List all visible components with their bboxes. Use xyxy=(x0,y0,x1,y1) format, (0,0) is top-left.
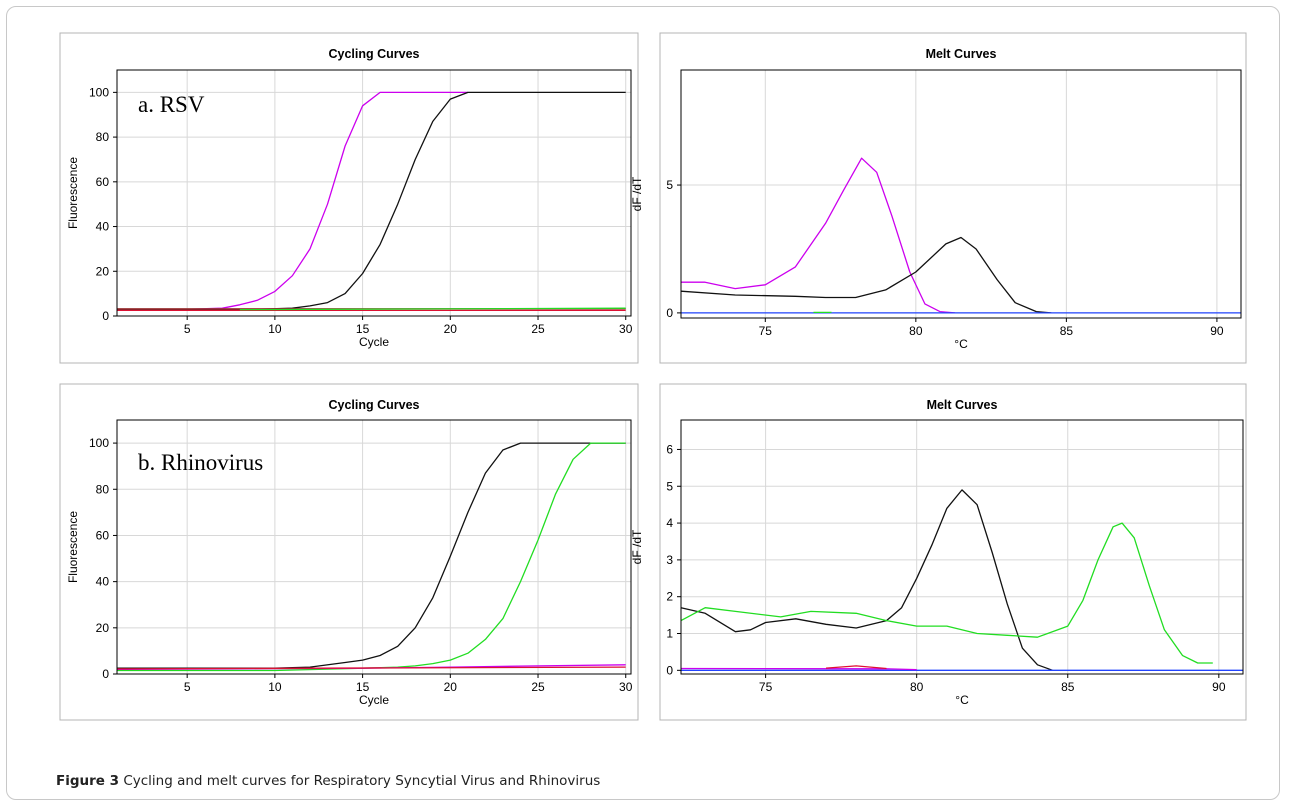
plot-border-0 xyxy=(116,69,632,317)
y-tick-label: 0 xyxy=(102,667,109,681)
plot-area-1 xyxy=(681,70,1241,318)
y-tick-label: 40 xyxy=(96,220,110,234)
plot-area-0 xyxy=(117,70,631,316)
chart-title: Cycling Curves xyxy=(328,398,419,412)
y-tick-label: 5 xyxy=(666,479,673,493)
x-tick-label: 15 xyxy=(356,680,370,694)
x-tick-label: 80 xyxy=(910,680,924,694)
y-tick-label: 5 xyxy=(666,178,673,192)
plot-area-2 xyxy=(117,420,631,674)
x-tick-label: 85 xyxy=(1061,680,1075,694)
plot-border-3 xyxy=(680,419,1244,675)
plot-area-3 xyxy=(681,420,1243,674)
figure-frame xyxy=(6,6,1280,800)
series-line-red xyxy=(116,666,626,670)
y-tick-label: 0 xyxy=(666,306,673,320)
x-tick-label: 90 xyxy=(1212,680,1226,694)
x-tick-label: 10 xyxy=(268,680,282,694)
chart-title: Cycling Curves xyxy=(328,47,419,61)
y-tick-label: 80 xyxy=(96,482,110,496)
plot-border-2 xyxy=(116,419,632,675)
series-line-red xyxy=(825,665,887,670)
series-line-black xyxy=(680,236,1052,314)
series-line-black xyxy=(680,489,1053,671)
x-tick-label: 85 xyxy=(1060,324,1074,338)
x-axis-label: °C xyxy=(954,337,968,351)
x-tick-label: 90 xyxy=(1210,324,1224,338)
y-tick-label: 40 xyxy=(96,575,110,589)
y-axis-label: dF /dT xyxy=(630,529,644,564)
y-axis-label: Fluorescence xyxy=(66,511,80,583)
x-tick-label: 75 xyxy=(759,680,773,694)
x-axis-label: Cycle xyxy=(359,335,389,349)
x-tick-label: 5 xyxy=(184,680,191,694)
x-tick-label: 30 xyxy=(619,322,633,336)
y-tick-label: 80 xyxy=(96,130,110,144)
y-tick-label: 100 xyxy=(89,436,109,450)
x-tick-label: 30 xyxy=(619,680,633,694)
x-axis-label: Cycle xyxy=(359,693,389,707)
x-tick-label: 75 xyxy=(759,324,773,338)
chart-title: Melt Curves xyxy=(926,47,997,61)
x-tick-label: 15 xyxy=(356,322,370,336)
x-tick-label: 5 xyxy=(184,322,191,336)
x-tick-label: 25 xyxy=(531,680,545,694)
y-tick-label: 60 xyxy=(96,528,110,542)
y-tick-label: 6 xyxy=(666,442,673,456)
x-tick-label: 80 xyxy=(909,324,923,338)
x-tick-label: 10 xyxy=(268,322,282,336)
series-line-magenta xyxy=(681,157,956,314)
y-axis-label: Fluorescence xyxy=(66,157,80,229)
y-tick-label: 0 xyxy=(666,663,673,677)
y-tick-label: 60 xyxy=(96,175,110,189)
y-tick-label: 2 xyxy=(666,590,673,604)
plot-border-1 xyxy=(680,69,1242,319)
x-axis-label: °C xyxy=(955,693,969,707)
y-tick-label: 1 xyxy=(666,627,673,641)
y-tick-label: 3 xyxy=(666,553,673,567)
y-axis-label: dF /dT xyxy=(630,176,644,211)
y-tick-label: 0 xyxy=(102,309,109,323)
x-tick-label: 20 xyxy=(444,322,458,336)
x-tick-label: 20 xyxy=(444,680,458,694)
y-tick-label: 4 xyxy=(666,516,673,530)
y-tick-label: 20 xyxy=(96,264,110,278)
caption-label: Figure 3 xyxy=(56,773,120,789)
series-line-magenta xyxy=(680,667,917,671)
series-line-green xyxy=(680,522,1213,664)
chart-annotation: b. Rhinovirus xyxy=(138,450,263,475)
caption-text: Cycling and melt curves for Respiratory … xyxy=(123,773,601,789)
figure-caption: Figure 3 Cycling and melt curves for Res… xyxy=(56,773,600,789)
y-tick-label: 100 xyxy=(89,85,109,99)
x-tick-label: 25 xyxy=(531,322,545,336)
series-line-green xyxy=(239,307,626,311)
y-tick-label: 20 xyxy=(96,621,110,635)
chart-title: Melt Curves xyxy=(927,398,998,412)
chart-annotation: a. RSV xyxy=(138,92,205,117)
series-line-magenta xyxy=(117,91,468,310)
